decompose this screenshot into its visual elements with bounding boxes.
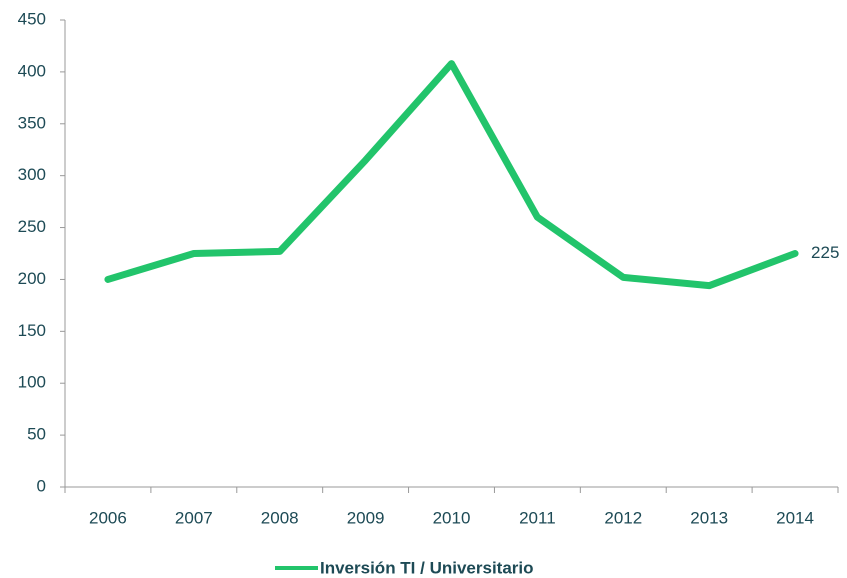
y-tick-label: 100 [18,373,46,392]
x-tick-label: 2012 [604,508,642,527]
x-tick-label: 2010 [433,508,471,527]
y-tick-label: 300 [18,165,46,184]
y-tick-label: 150 [18,321,46,340]
y-tick-label: 250 [18,217,46,236]
line-series [104,60,799,290]
y-tick-label: 400 [18,61,46,80]
y-tick-label: 200 [18,269,46,288]
x-tick-label: 2006 [89,508,127,527]
legend-label: Inversión TI / Universitario [320,558,534,577]
x-tick-label: 2011 [519,508,556,527]
y-tick-label: 0 [37,476,46,495]
data-label: 225 [811,243,839,262]
x-tick-label: 2007 [175,508,213,527]
x-tick-label: 2013 [690,508,728,527]
y-tick-label: 350 [18,113,46,132]
y-tick-label: 450 [18,9,46,28]
x-tick-label: 2008 [261,508,299,527]
y-tick-label: 50 [27,425,46,444]
x-tick-label: 2009 [347,508,385,527]
x-tick-label: 2014 [776,508,814,527]
